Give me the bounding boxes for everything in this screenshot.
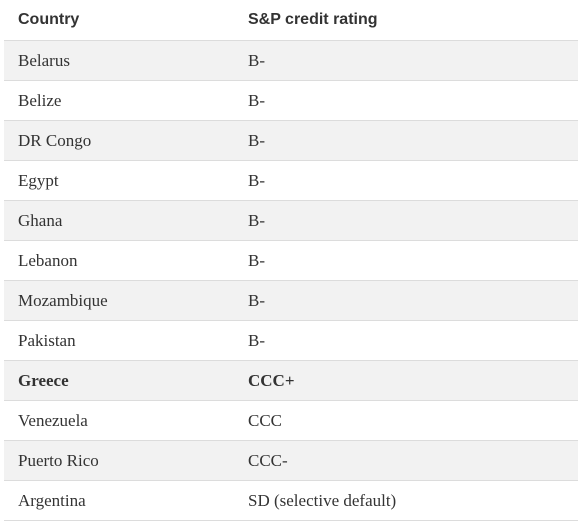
cell-rating: B- — [248, 50, 265, 70]
cell-rating: B- — [248, 170, 265, 190]
table-row: Puerto Rico CCC- — [4, 441, 578, 481]
cell-country: Venezuela — [18, 410, 88, 430]
cell-rating: B- — [248, 90, 265, 110]
cell-country: Mozambique — [18, 290, 108, 310]
table-row: Argentina SD (selective default) — [4, 481, 578, 521]
cell-country: Egypt — [18, 170, 59, 190]
cell-country: Ghana — [18, 210, 63, 230]
table-row: Belarus B- — [4, 41, 578, 81]
cell-country: DR Congo — [18, 130, 92, 150]
table-row: Mozambique B- — [4, 281, 578, 321]
cell-rating: B- — [248, 330, 265, 350]
credit-rating-table: Country S&P credit rating Belarus B- Beliz… — [4, 0, 578, 521]
cell-rating: B- — [248, 250, 265, 270]
header-country: Country — [18, 11, 80, 28]
cell-country: Argentina — [18, 490, 86, 510]
table-body: Belarus B- Belize B- DR Congo B- Egypt B- Ghana B… — [4, 41, 578, 521]
table-row: Venezuela CCC — [4, 401, 578, 441]
cell-country: Pakistan — [18, 330, 76, 350]
cell-rating: B- — [248, 290, 265, 310]
table-row: Ghana B- — [4, 201, 578, 241]
cell-rating: SD (selective default) — [248, 490, 397, 510]
cell-rating: B- — [248, 210, 265, 230]
table-header: Country S&P credit rating — [4, 0, 578, 41]
table-row: Pakistan B- — [4, 321, 578, 361]
table-row: Greece CCC+ — [4, 361, 578, 401]
header-rating: S&P credit rating — [248, 11, 378, 28]
table-row: Lebanon B- — [4, 241, 578, 281]
cell-country: Lebanon — [18, 250, 78, 270]
cell-rating: B- — [248, 130, 265, 150]
table-row: DR Congo B- — [4, 121, 578, 161]
table-row: Egypt B- — [4, 161, 578, 201]
cell-rating: CCC — [248, 410, 283, 430]
cell-rating: CCC+ — [248, 370, 295, 390]
cell-rating: CCC- — [248, 450, 288, 470]
table-row: Belize B- — [4, 81, 578, 121]
cell-country: Greece — [18, 370, 69, 390]
cell-country: Puerto Rico — [18, 450, 99, 470]
cell-country: Belize — [18, 90, 62, 110]
cell-country: Belarus — [18, 50, 70, 70]
